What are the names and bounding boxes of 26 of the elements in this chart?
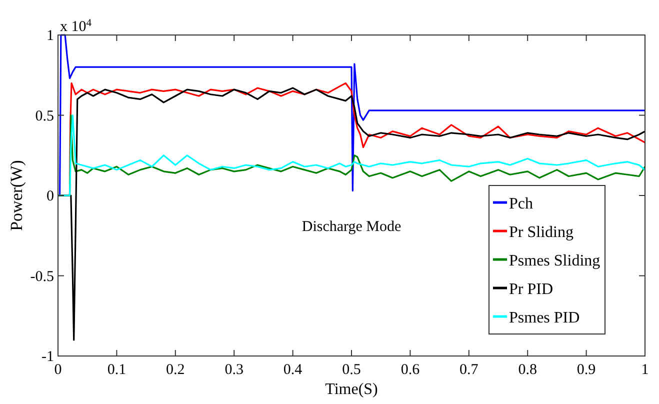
annotation: Discharge Mode: [302, 218, 402, 235]
y-tick-label: -1: [42, 349, 54, 365]
legend-label: Pr Sliding: [509, 224, 574, 241]
legend-label: Pr PID: [509, 281, 554, 298]
x-tick-label: 0.2: [166, 362, 185, 378]
legend-label: Psmes PID: [509, 310, 580, 326]
y-tick-label: 0.5: [35, 108, 54, 124]
legend-label: Psmes Sliding: [509, 252, 600, 270]
x-tick-label: 0.4: [283, 362, 303, 378]
x-axis-title: Time(S): [325, 381, 378, 398]
x-tick-label: 0.6: [400, 362, 420, 378]
y-tick-label: -0.5: [30, 268, 54, 285]
y-tick-label: 0: [46, 188, 54, 204]
annotation: x 10$^{4}$: [60, 18, 92, 35]
x-tick-label: 0.5: [342, 362, 361, 378]
x-tick-label: 1: [641, 362, 649, 378]
y-tick-label: 1: [46, 28, 54, 44]
x-tick-label: 0.9: [576, 362, 596, 378]
line-series: [58, 34, 645, 196]
x-tick-label: 0.1: [107, 362, 126, 378]
x-tick-label: 0.3: [224, 362, 244, 378]
line-series: [58, 114, 645, 196]
legend-label: Pch: [509, 196, 533, 212]
x-tick-label: 0.7: [460, 362, 479, 378]
y-axis-title: Power(W): [7, 160, 26, 231]
x-tick-label: 0.8: [518, 362, 537, 378]
